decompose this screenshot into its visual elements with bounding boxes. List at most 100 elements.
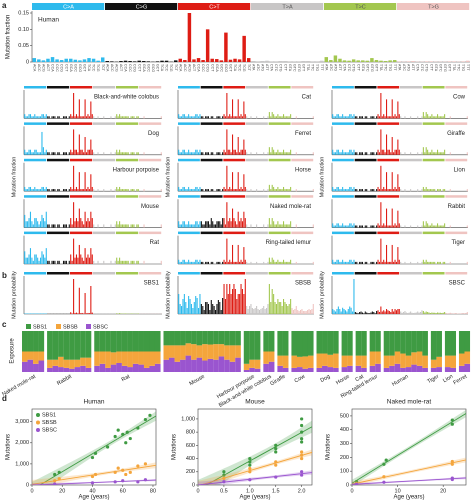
context-label: ATC (402, 64, 406, 71)
stack-segment (383, 331, 390, 356)
bar (371, 311, 373, 314)
bar (137, 189, 139, 192)
bar (365, 60, 370, 62)
bar (143, 152, 145, 155)
bar (195, 259, 197, 264)
bar (96, 60, 100, 62)
bar (390, 225, 392, 228)
bar (54, 260, 56, 264)
bar (210, 58, 214, 62)
stack-segment (33, 331, 39, 352)
bar (274, 116, 276, 119)
bar (376, 261, 378, 264)
type-strip (246, 86, 268, 89)
point (450, 422, 454, 426)
bar (425, 221, 427, 228)
bar (137, 60, 141, 62)
bar (352, 311, 354, 314)
bar (206, 221, 208, 228)
bar (183, 186, 185, 192)
point (274, 460, 278, 464)
bar (70, 114, 72, 119)
bar (199, 186, 201, 192)
bar (84, 172, 86, 192)
bar (308, 309, 310, 314)
group-label: Rat (121, 374, 132, 384)
context-label: TCC (238, 64, 242, 72)
bar (224, 189, 226, 192)
type-strip (400, 122, 422, 125)
bar (256, 224, 258, 228)
bar (346, 261, 348, 264)
bar (386, 134, 388, 155)
context-label: GTT (375, 64, 379, 72)
x-axis-label: Age (years) (78, 495, 109, 501)
stack-segment (138, 351, 144, 365)
stack-segment (74, 367, 81, 372)
bar (285, 152, 287, 155)
bar (243, 247, 245, 264)
bar (373, 261, 375, 264)
bar (312, 261, 314, 264)
bar (415, 312, 417, 314)
bar (425, 112, 427, 119)
bar (142, 61, 146, 62)
bar (444, 312, 446, 314)
point (300, 417, 304, 421)
stack-segment (307, 331, 314, 356)
bar (283, 299, 285, 314)
bar (136, 260, 138, 264)
confidence-band (198, 470, 312, 485)
bar (217, 116, 219, 119)
bar (137, 260, 139, 264)
stack-segment (347, 365, 353, 372)
bar (52, 116, 55, 119)
bar (237, 172, 239, 192)
bar (27, 116, 29, 119)
bar (80, 189, 82, 192)
context-label: CCT (64, 64, 68, 72)
bar (24, 313, 26, 314)
bar (38, 152, 40, 155)
bar (250, 261, 252, 264)
y-tick-label: 100 (340, 469, 349, 475)
bar (353, 149, 355, 155)
bar (275, 304, 277, 314)
bar (51, 189, 53, 192)
bar (347, 225, 349, 228)
bar (442, 116, 444, 119)
bar (309, 310, 311, 314)
bar (343, 189, 345, 192)
type-strip (445, 86, 468, 89)
bar (335, 116, 337, 119)
bar (179, 304, 181, 314)
bar (202, 261, 204, 264)
bar (236, 224, 238, 228)
bar (240, 114, 242, 119)
point (300, 437, 304, 441)
bar (361, 152, 363, 155)
bar (394, 223, 396, 228)
bar (280, 302, 282, 314)
bar (215, 310, 217, 314)
bar (212, 152, 214, 155)
bar (120, 313, 122, 314)
bar (119, 186, 121, 192)
bar (444, 223, 446, 228)
bar (222, 189, 224, 192)
stack-segment (224, 359, 230, 372)
type-strip (24, 195, 47, 198)
stack-segment (430, 367, 437, 372)
stack-segment (341, 355, 348, 368)
bar (346, 152, 348, 155)
context-label: CCC (128, 64, 132, 72)
bar (222, 152, 224, 155)
type-strip (291, 86, 314, 89)
bar (205, 221, 207, 228)
stack-segment (436, 367, 442, 372)
plot-layer (352, 409, 466, 485)
bar (337, 114, 339, 119)
type-strip (116, 231, 139, 235)
stack-segment (389, 355, 395, 366)
bar (117, 116, 119, 119)
